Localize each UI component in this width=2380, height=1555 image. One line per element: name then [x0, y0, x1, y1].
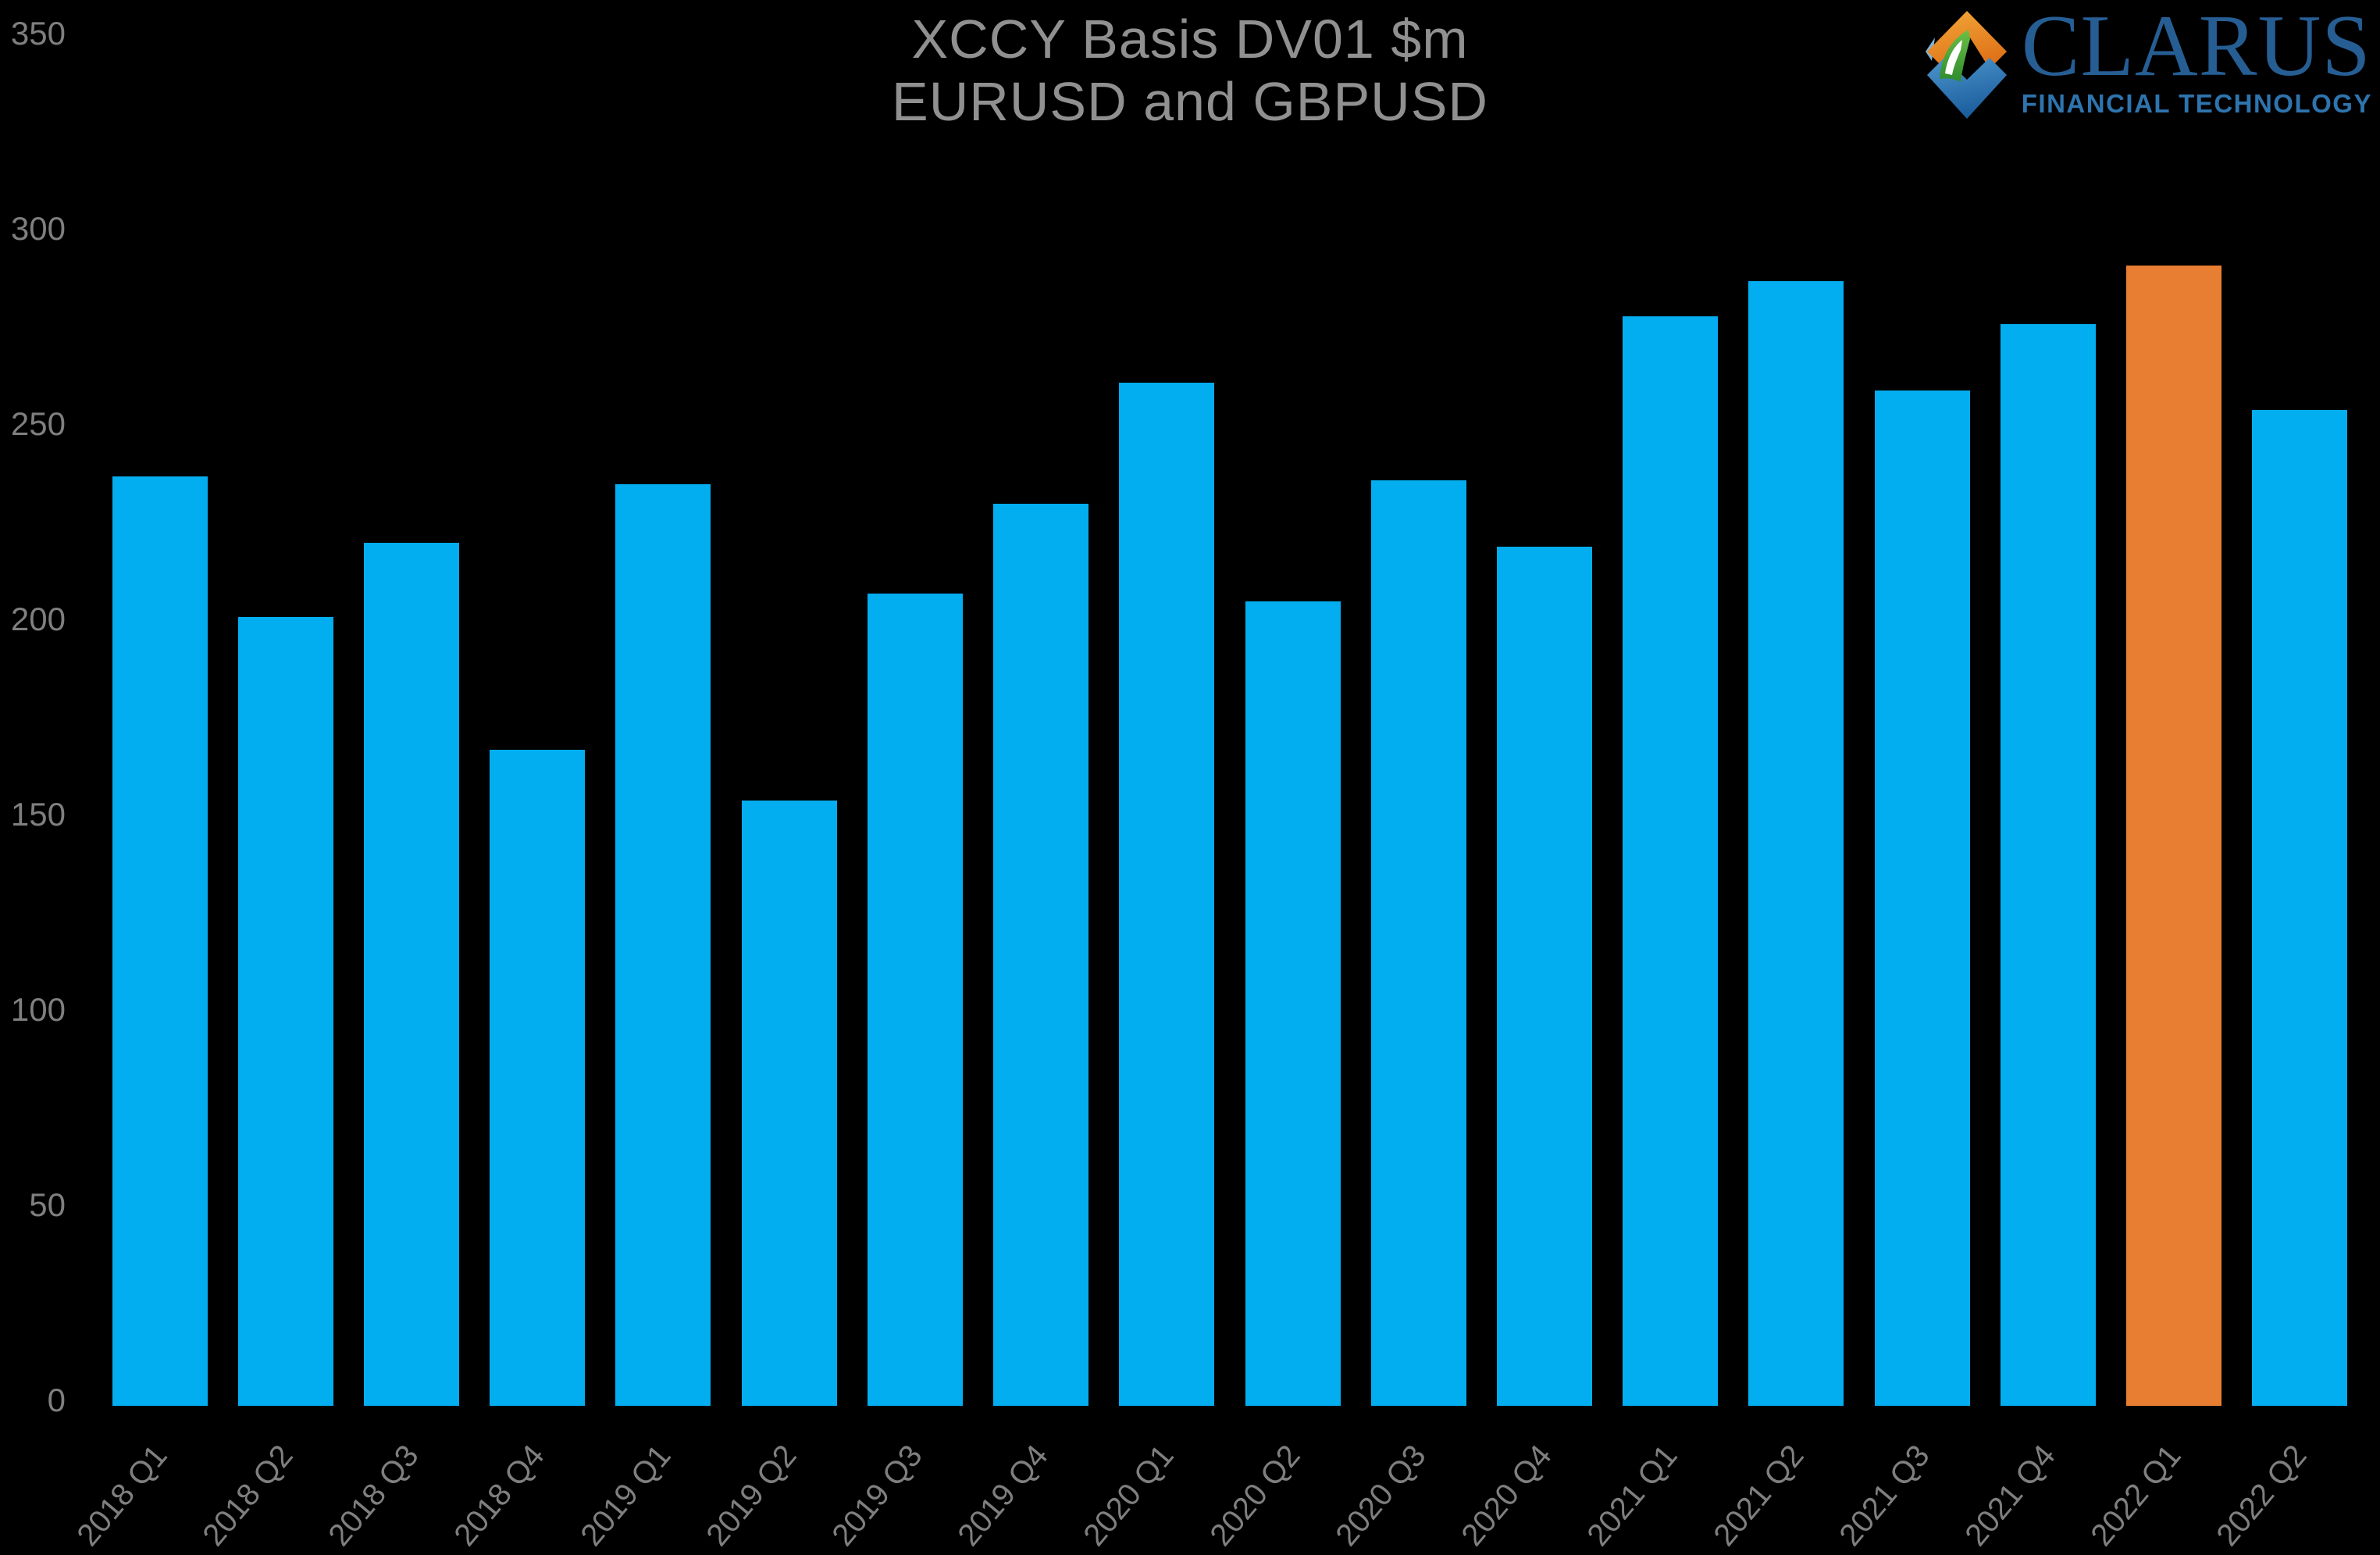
- bar-slot-2021-q1: [1608, 31, 1733, 1406]
- bar-2019-q1: [615, 484, 711, 1406]
- bar-slot-2021-q2: [1733, 31, 1859, 1406]
- bar-slot-2019-q1: [600, 31, 726, 1406]
- bar-2018-q2: [237, 617, 333, 1406]
- y-tick-label-200: 200: [10, 601, 66, 637]
- bar-slot-2018-q3: [348, 31, 474, 1406]
- bar-slot-2018-q4: [475, 31, 600, 1406]
- bar-slot-2018-q1: [97, 31, 223, 1406]
- x-tick-label-2020-q1: 2020 Q1: [1077, 1439, 1181, 1553]
- bar-2020-q1: [1119, 383, 1215, 1406]
- x-tick-label-2019-q4: 2019 Q4: [951, 1439, 1055, 1553]
- logo-wordmark: CLARUS: [2021, 0, 2371, 95]
- x-tick-label-2021-q2: 2021 Q2: [1706, 1439, 1811, 1553]
- bar-2018-q3: [364, 543, 460, 1406]
- bar-slot-2018-q2: [223, 31, 348, 1406]
- logo-tagline: FINANCIAL TECHNOLOGY: [2021, 89, 2372, 118]
- clarus-logo-text: CLARUS FINANCIAL TECHNOLOGY: [2021, 0, 2372, 119]
- clarus-logo: CLARUS FINANCIAL TECHNOLOGY: [1923, 0, 2372, 122]
- bar-2020-q3: [1370, 480, 1466, 1406]
- bar-slot-2022-q1: [2111, 31, 2237, 1406]
- bar-series: [97, 31, 2363, 1406]
- bar-slot-2020-q4: [1481, 31, 1607, 1406]
- bar-2022-q2: [2252, 410, 2348, 1406]
- x-tick-label-2019-q2: 2019 Q2: [700, 1439, 803, 1553]
- y-tick-label-350: 350: [10, 15, 66, 52]
- bar-slot-2020-q1: [1104, 31, 1230, 1406]
- bar-2019-q2: [741, 801, 837, 1406]
- x-tick-label-2020-q4: 2020 Q4: [1455, 1439, 1559, 1553]
- chart-title-line1: XCCY Basis DV01 $m: [911, 9, 1469, 70]
- bar-2021-q3: [1874, 391, 1970, 1406]
- x-tick-label-2019-q3: 2019 Q3: [825, 1439, 929, 1553]
- bar-slot-2021-q3: [1859, 31, 1985, 1406]
- y-tick-label-100: 100: [10, 991, 66, 1028]
- bar-slot-2021-q4: [1985, 31, 2111, 1406]
- bar-2020-q2: [1245, 601, 1341, 1406]
- x-tick-label-2022-q2: 2022 Q2: [2210, 1439, 2314, 1553]
- y-tick-label-150: 150: [10, 796, 66, 833]
- bar-2018-q4: [490, 750, 586, 1406]
- x-tick-label-2018-q1: 2018 Q1: [69, 1439, 174, 1553]
- x-tick-label-2020-q2: 2020 Q2: [1202, 1439, 1307, 1553]
- x-tick-label-2020-q3: 2020 Q3: [1329, 1439, 1433, 1553]
- x-tick-label-2021-q3: 2021 Q3: [1833, 1439, 1936, 1553]
- bar-2021-q1: [1623, 316, 1719, 1406]
- x-tick-label-2018-q3: 2018 Q3: [322, 1439, 426, 1553]
- bar-slot-2022-q2: [2237, 31, 2363, 1406]
- x-tick-label-2022-q1: 2022 Q1: [2084, 1439, 2188, 1553]
- bar-slot-2020-q3: [1356, 31, 1481, 1406]
- bar-slot-2019-q2: [726, 31, 852, 1406]
- bar-2018-q1: [112, 476, 208, 1406]
- y-tick-label-0: 0: [47, 1382, 66, 1418]
- bar-slot-2019-q3: [852, 31, 978, 1406]
- bar-2020-q4: [1497, 547, 1593, 1406]
- bar-2022-q1: [2126, 266, 2222, 1406]
- bar-slot-2019-q4: [978, 31, 1104, 1406]
- x-tick-label-2021-q4: 2021 Q4: [1958, 1439, 2062, 1553]
- x-tick-label-2019-q1: 2019 Q1: [573, 1439, 678, 1553]
- chart-title: XCCY Basis DV01 $m EURUSD and GBPUSD: [0, 8, 2380, 133]
- bar-2021-q4: [2000, 324, 2096, 1406]
- chart-title-line2: EURUSD and GBPUSD: [892, 71, 1488, 132]
- y-tick-label-50: 50: [29, 1186, 66, 1223]
- y-tick-label-250: 250: [10, 405, 66, 442]
- bar-2021-q2: [1748, 281, 1844, 1406]
- bar-2019-q3: [867, 594, 963, 1406]
- bar-slot-2020-q2: [1230, 31, 1356, 1406]
- x-tick-label-2018-q2: 2018 Q2: [196, 1439, 300, 1553]
- x-tick-label-2021-q1: 2021 Q1: [1580, 1439, 1684, 1553]
- y-tick-label-300: 300: [10, 210, 66, 247]
- bar-2019-q4: [993, 504, 1089, 1406]
- clarus-diamond-icon: [1925, 11, 2007, 119]
- x-tick-label-2018-q4: 2018 Q4: [447, 1439, 551, 1553]
